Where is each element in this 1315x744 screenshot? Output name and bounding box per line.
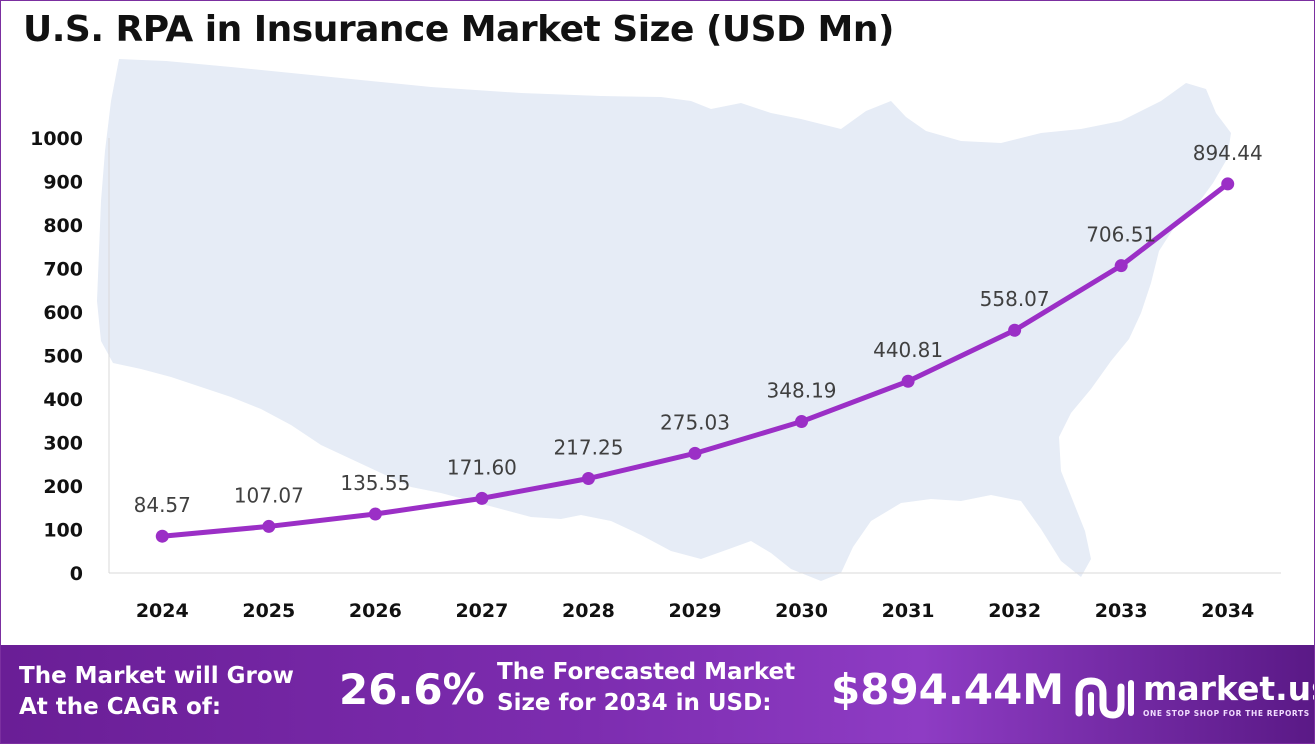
data-label: 894.44 [1193,141,1263,165]
forecast-caption-line2: Size for 2034 in USD: [497,690,772,716]
data-label: 558.07 [980,287,1050,311]
data-point [262,519,276,533]
data-point [688,446,702,460]
y-tick-label: 300 [43,433,83,455]
data-point [1221,177,1235,191]
cagr-caption: The Market will Grow At the CAGR of: [19,661,294,723]
forecast-value: $894.44M [831,665,1065,714]
us-map-watermark [97,59,1231,581]
data-label: 275.03 [660,410,730,434]
data-label: 107.07 [234,483,304,507]
y-tick-label: 100 [43,520,83,542]
y-tick-label: 800 [43,215,83,237]
data-point [1008,323,1022,337]
data-label: 135.55 [340,471,410,495]
x-tick-label: 2026 [349,600,402,622]
data-point [795,415,809,429]
data-label: 706.51 [1086,223,1156,247]
market-us-logo-icon [1075,677,1134,719]
data-point [155,529,169,543]
cagr-caption-line2: At the CAGR of: [19,694,222,720]
data-label: 348.19 [767,379,837,403]
chart-title: U.S. RPA in Insurance Market Size (USD M… [23,9,894,50]
data-label: 440.81 [873,338,943,362]
y-tick-label: 0 [70,563,83,585]
data-point [368,507,382,521]
y-tick-label: 200 [43,476,83,498]
data-point [581,471,595,485]
cagr-caption-line1: The Market will Grow [19,663,294,689]
series-group: 84.57 107.07 135.55 171.60 217.25 275.03 348.1… [134,141,1263,543]
data-label: 217.25 [553,435,623,459]
data-point [1114,259,1128,273]
x-tick-label: 2030 [775,600,828,622]
line-chart: 0 100 200 300 400 500 600 700 800 900 1000 2024 2025… [30,59,1281,622]
x-tick-label: 2024 [136,600,189,622]
forecast-caption-line1: The Forecasted Market [497,659,796,685]
x-tick-label: 2032 [988,600,1041,622]
brand-tagline: ONE STOP SHOP FOR THE REPORTS [1143,709,1310,718]
data-point [901,374,915,388]
y-tick-label: 600 [43,302,83,324]
x-tick-label: 2034 [1201,600,1254,622]
data-label: 171.60 [447,455,517,479]
x-tick-label: 2029 [669,600,722,622]
data-label: 84.57 [134,493,191,517]
y-tick-label: 900 [43,172,83,194]
data-point [475,491,489,505]
y-tick-label: 500 [43,346,83,368]
footer-banner: The Market will Grow At the CAGR of: 26.… [1,645,1315,743]
brand-name: market.us [1143,669,1315,708]
y-tick-label: 1000 [30,128,83,150]
x-tick-label: 2031 [882,600,935,622]
x-tick-label: 2025 [242,600,295,622]
x-tick-label: 2028 [562,600,615,622]
y-tick-label: 400 [43,389,83,411]
cagr-value: 26.6% [339,665,485,714]
forecast-caption: The Forecasted Market Size for 2034 in U… [497,657,795,719]
x-tick-label: 2027 [455,600,508,622]
x-tick-label: 2033 [1095,600,1148,622]
y-tick-label: 700 [43,259,83,281]
axes: 0 100 200 300 400 500 600 700 800 900 1000 2024 2025… [30,128,1281,622]
